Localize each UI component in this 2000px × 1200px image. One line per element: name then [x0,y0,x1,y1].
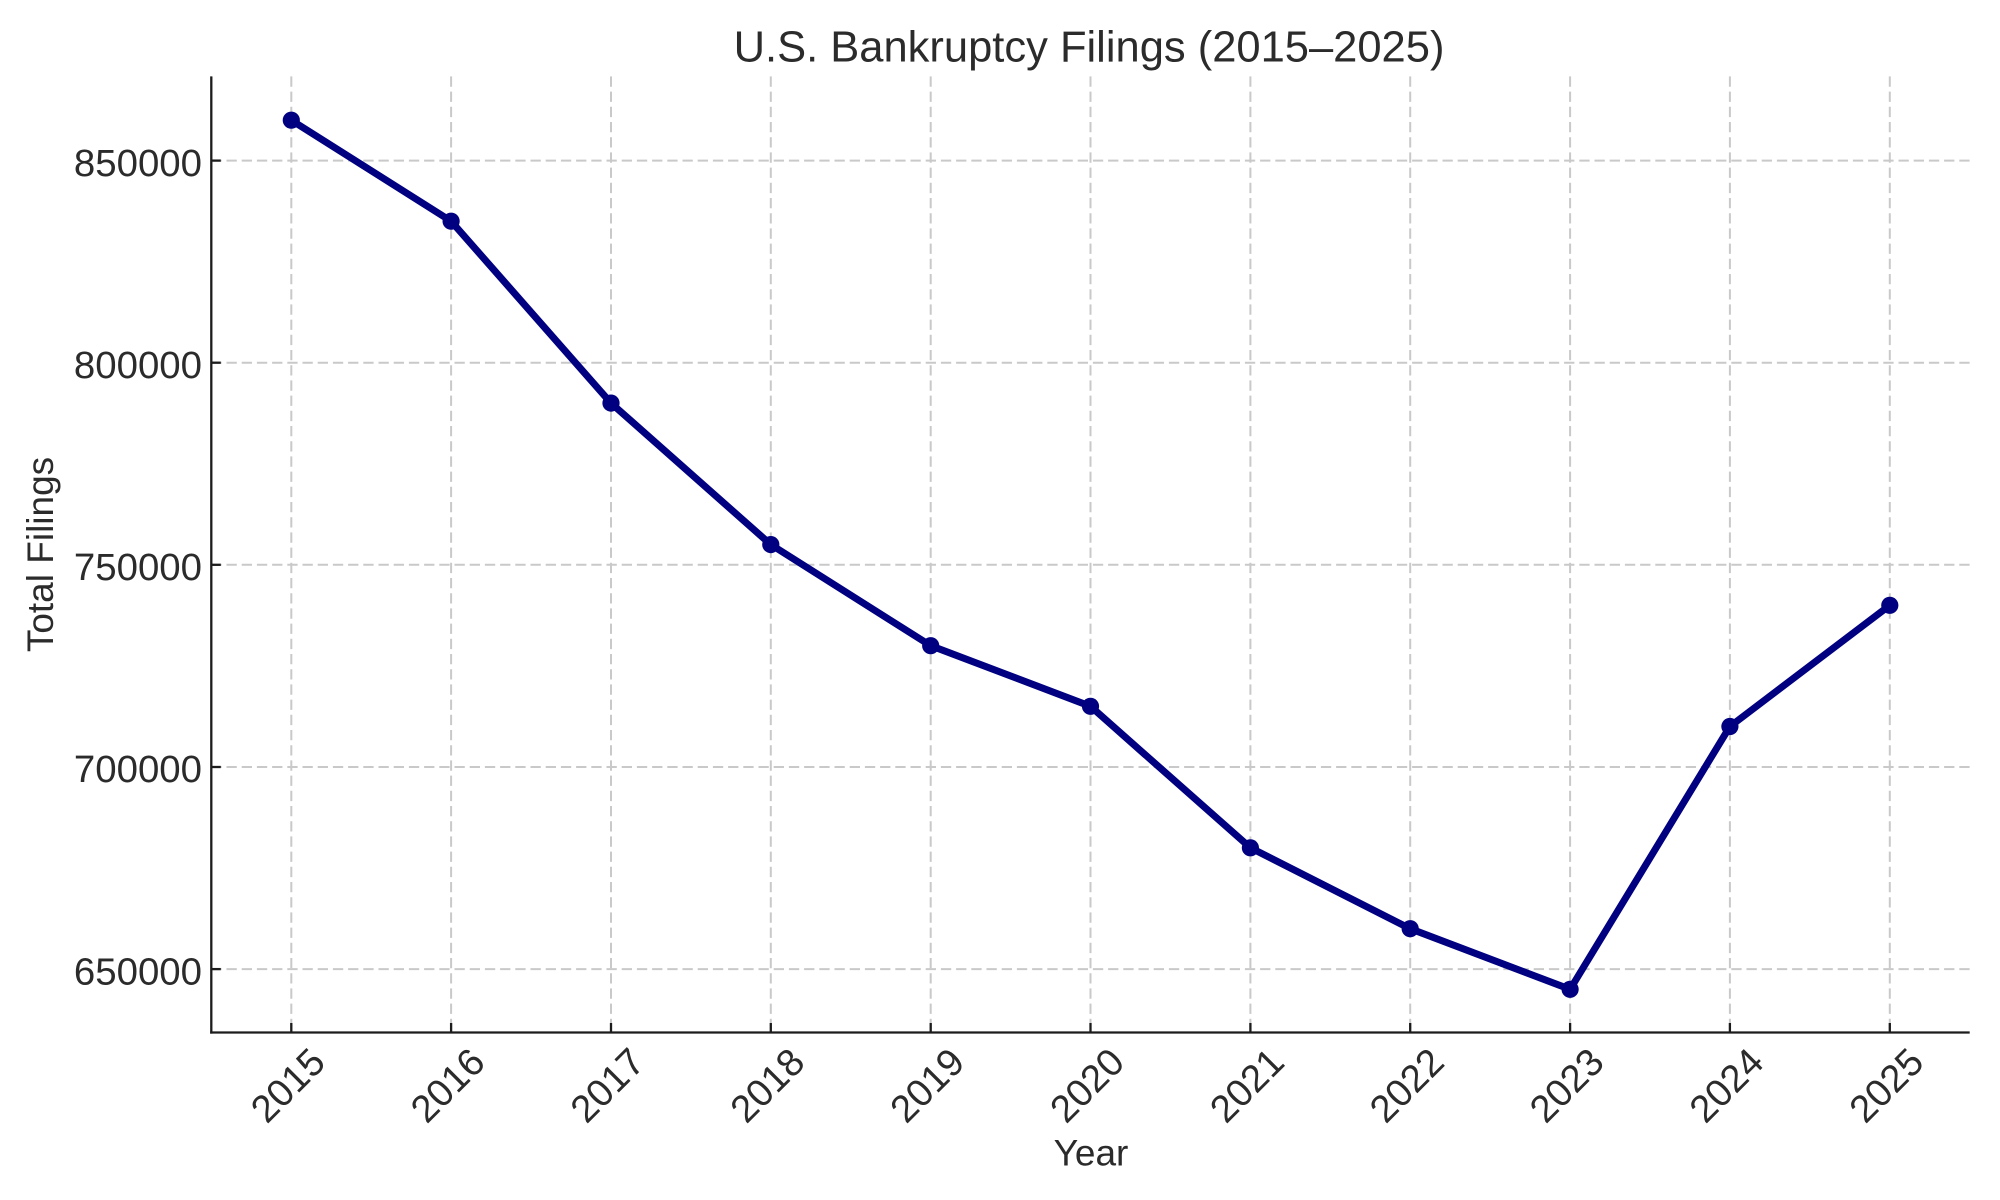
svg-text:850000: 850000 [74,142,202,185]
svg-text:700000: 700000 [74,748,202,791]
svg-text:750000: 750000 [74,546,202,589]
svg-text:U.S. Bankruptcy Filings (2015–: U.S. Bankruptcy Filings (2015–2025) [734,24,1445,72]
svg-text:Total Filings: Total Filings [20,457,61,652]
svg-text:800000: 800000 [74,344,202,387]
svg-text:650000: 650000 [74,950,202,993]
svg-text:Year: Year [1054,1133,1129,1174]
